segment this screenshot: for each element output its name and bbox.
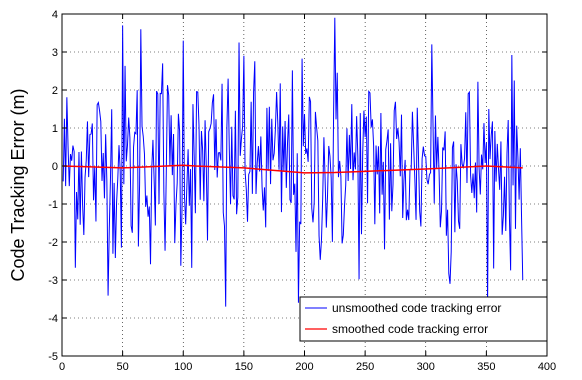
y-tick-label: -5 (48, 351, 58, 363)
legend-box (299, 296, 548, 342)
x-tick-label: 50 (117, 361, 129, 373)
series-unsmoothed-line (62, 17, 524, 307)
x-tick-label: 200 (295, 361, 313, 373)
tick-labels: 0 50 100 150 200 250 300 350 400 -5 -4 -3 -2 -1 0 1 2 3 4 (48, 9, 556, 373)
y-tick-label: 0 (52, 161, 58, 173)
x-tick-label: 150 (235, 361, 253, 373)
y-tick-label: -3 (48, 275, 58, 287)
legend-label-smoothed: smoothed code tracking error (332, 322, 488, 336)
x-tick-label: 350 (477, 361, 495, 373)
y-tick-label: -2 (48, 237, 58, 249)
x-tick-label: 300 (417, 361, 435, 373)
y-axis-title: Code Tracking Error (m) (8, 88, 28, 281)
legend-label-unsmoothed: unsmoothed code tracking error (332, 301, 501, 315)
x-tick-label: 100 (174, 361, 192, 373)
series-layer (62, 17, 524, 307)
x-tick-label: 250 (356, 361, 374, 373)
y-tick-label: -1 (48, 199, 58, 211)
y-tick-label: 2 (52, 85, 58, 97)
y-tick-label: 4 (52, 9, 58, 21)
y-tick-label: -4 (48, 313, 58, 325)
legend: unsmoothed code tracking error smoothed … (299, 296, 548, 342)
x-tick-label: 0 (59, 361, 65, 373)
series-smoothed-line (63, 164, 523, 174)
y-tick-label: 1 (52, 123, 58, 135)
x-tick-label: 400 (538, 361, 556, 373)
y-tick-label: 3 (52, 47, 58, 59)
